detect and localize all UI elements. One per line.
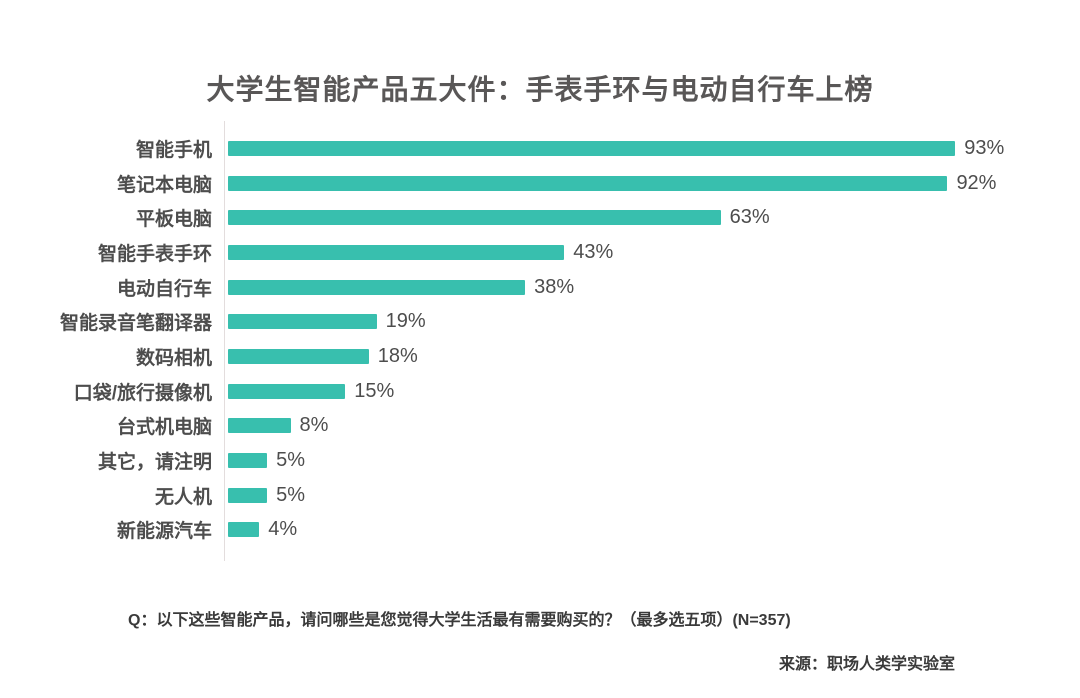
category-label: 智能手表手环 (97, 243, 212, 265)
category-label: 智能手机 (135, 139, 212, 161)
bar-row: 口袋/旅行摄像机 15% (0, 374, 1080, 409)
bar-track: 5% (228, 449, 1080, 472)
bar-row: 智能录音笔翻译器 19% (0, 304, 1080, 339)
bar-track: 63% (228, 206, 1080, 229)
bar (228, 175, 948, 191)
bar-track: 19% (228, 310, 1080, 333)
value-label: 4% (268, 518, 298, 541)
category-label: 新能源汽车 (116, 521, 212, 543)
value-label: 92% (956, 171, 997, 194)
bar-track: 5% (228, 484, 1080, 507)
bar-row: 智能手表手环 43% (0, 235, 1080, 270)
bar-track: 15% (228, 380, 1080, 403)
category-label: 其它，请注明 (97, 452, 212, 474)
category-label: 口袋/旅行摄像机 (73, 382, 212, 404)
category-label: 智能录音笔翻译器 (59, 313, 212, 335)
value-label: 5% (276, 449, 305, 472)
category-label: 数码相机 (135, 347, 212, 369)
value-label: 93% (964, 136, 1005, 159)
bar-track: 93% (228, 137, 1080, 160)
source-credit: 来源：职场人类学实验室 (778, 656, 955, 673)
bar (228, 348, 369, 364)
category-label: 台式机电脑 (116, 417, 212, 439)
value-label: 15% (354, 379, 395, 402)
bar-track: 8% (228, 414, 1080, 437)
chart-title: 大学生智能产品五大件：手表手环与电动自行车上榜 (206, 74, 874, 105)
value-label: 5% (276, 483, 305, 506)
bar-track: 43% (228, 241, 1080, 264)
value-label: 43% (573, 240, 614, 263)
value-label: 19% (385, 310, 426, 333)
bar-track: 92% (228, 172, 1080, 195)
bar-row: 智能手机 93% (0, 131, 1080, 166)
bar-row: 新能源汽车 4% (0, 513, 1080, 548)
category-label: 笔记本电脑 (116, 174, 212, 196)
bar (228, 314, 377, 330)
value-label: 38% (534, 275, 575, 298)
value-label: 63% (729, 206, 770, 229)
bar-chart: 智能手机 93% 笔记本电脑 92% 平板电脑 63% 智能手表手环 43% 电动自行车 38% 智… (0, 131, 1080, 547)
bar-row: 平板电脑 63% (0, 200, 1080, 235)
category-label: 平板电脑 (135, 209, 212, 231)
bar (228, 210, 721, 226)
bar-track: 38% (228, 276, 1080, 299)
category-label: 电动自行车 (116, 278, 212, 300)
bar-row: 电动自行车 38% (0, 270, 1080, 305)
bar (228, 279, 526, 295)
bar (228, 244, 565, 260)
y-axis-line (224, 121, 225, 561)
survey-question-note: Q：以下这些智能产品，请问哪些是您觉得大学生活最有需要购买的？（最多选五项）(N… (128, 612, 791, 629)
bar (228, 140, 956, 156)
bar-row: 台式机电脑 8% (0, 409, 1080, 444)
bar-row: 其它，请注明 5% (0, 443, 1080, 478)
bar (228, 522, 260, 538)
bar (228, 453, 268, 469)
bar (228, 383, 346, 399)
category-label: 无人机 (154, 486, 212, 508)
bar (228, 487, 268, 503)
bar-track: 18% (228, 345, 1080, 368)
bar-row: 无人机 5% (0, 478, 1080, 513)
bar-row: 数码相机 18% (0, 339, 1080, 374)
bar-track: 4% (228, 518, 1080, 541)
value-label: 18% (377, 344, 418, 367)
bar (228, 418, 291, 434)
value-label: 8% (299, 414, 329, 437)
bar-row: 笔记本电脑 92% (0, 166, 1080, 201)
